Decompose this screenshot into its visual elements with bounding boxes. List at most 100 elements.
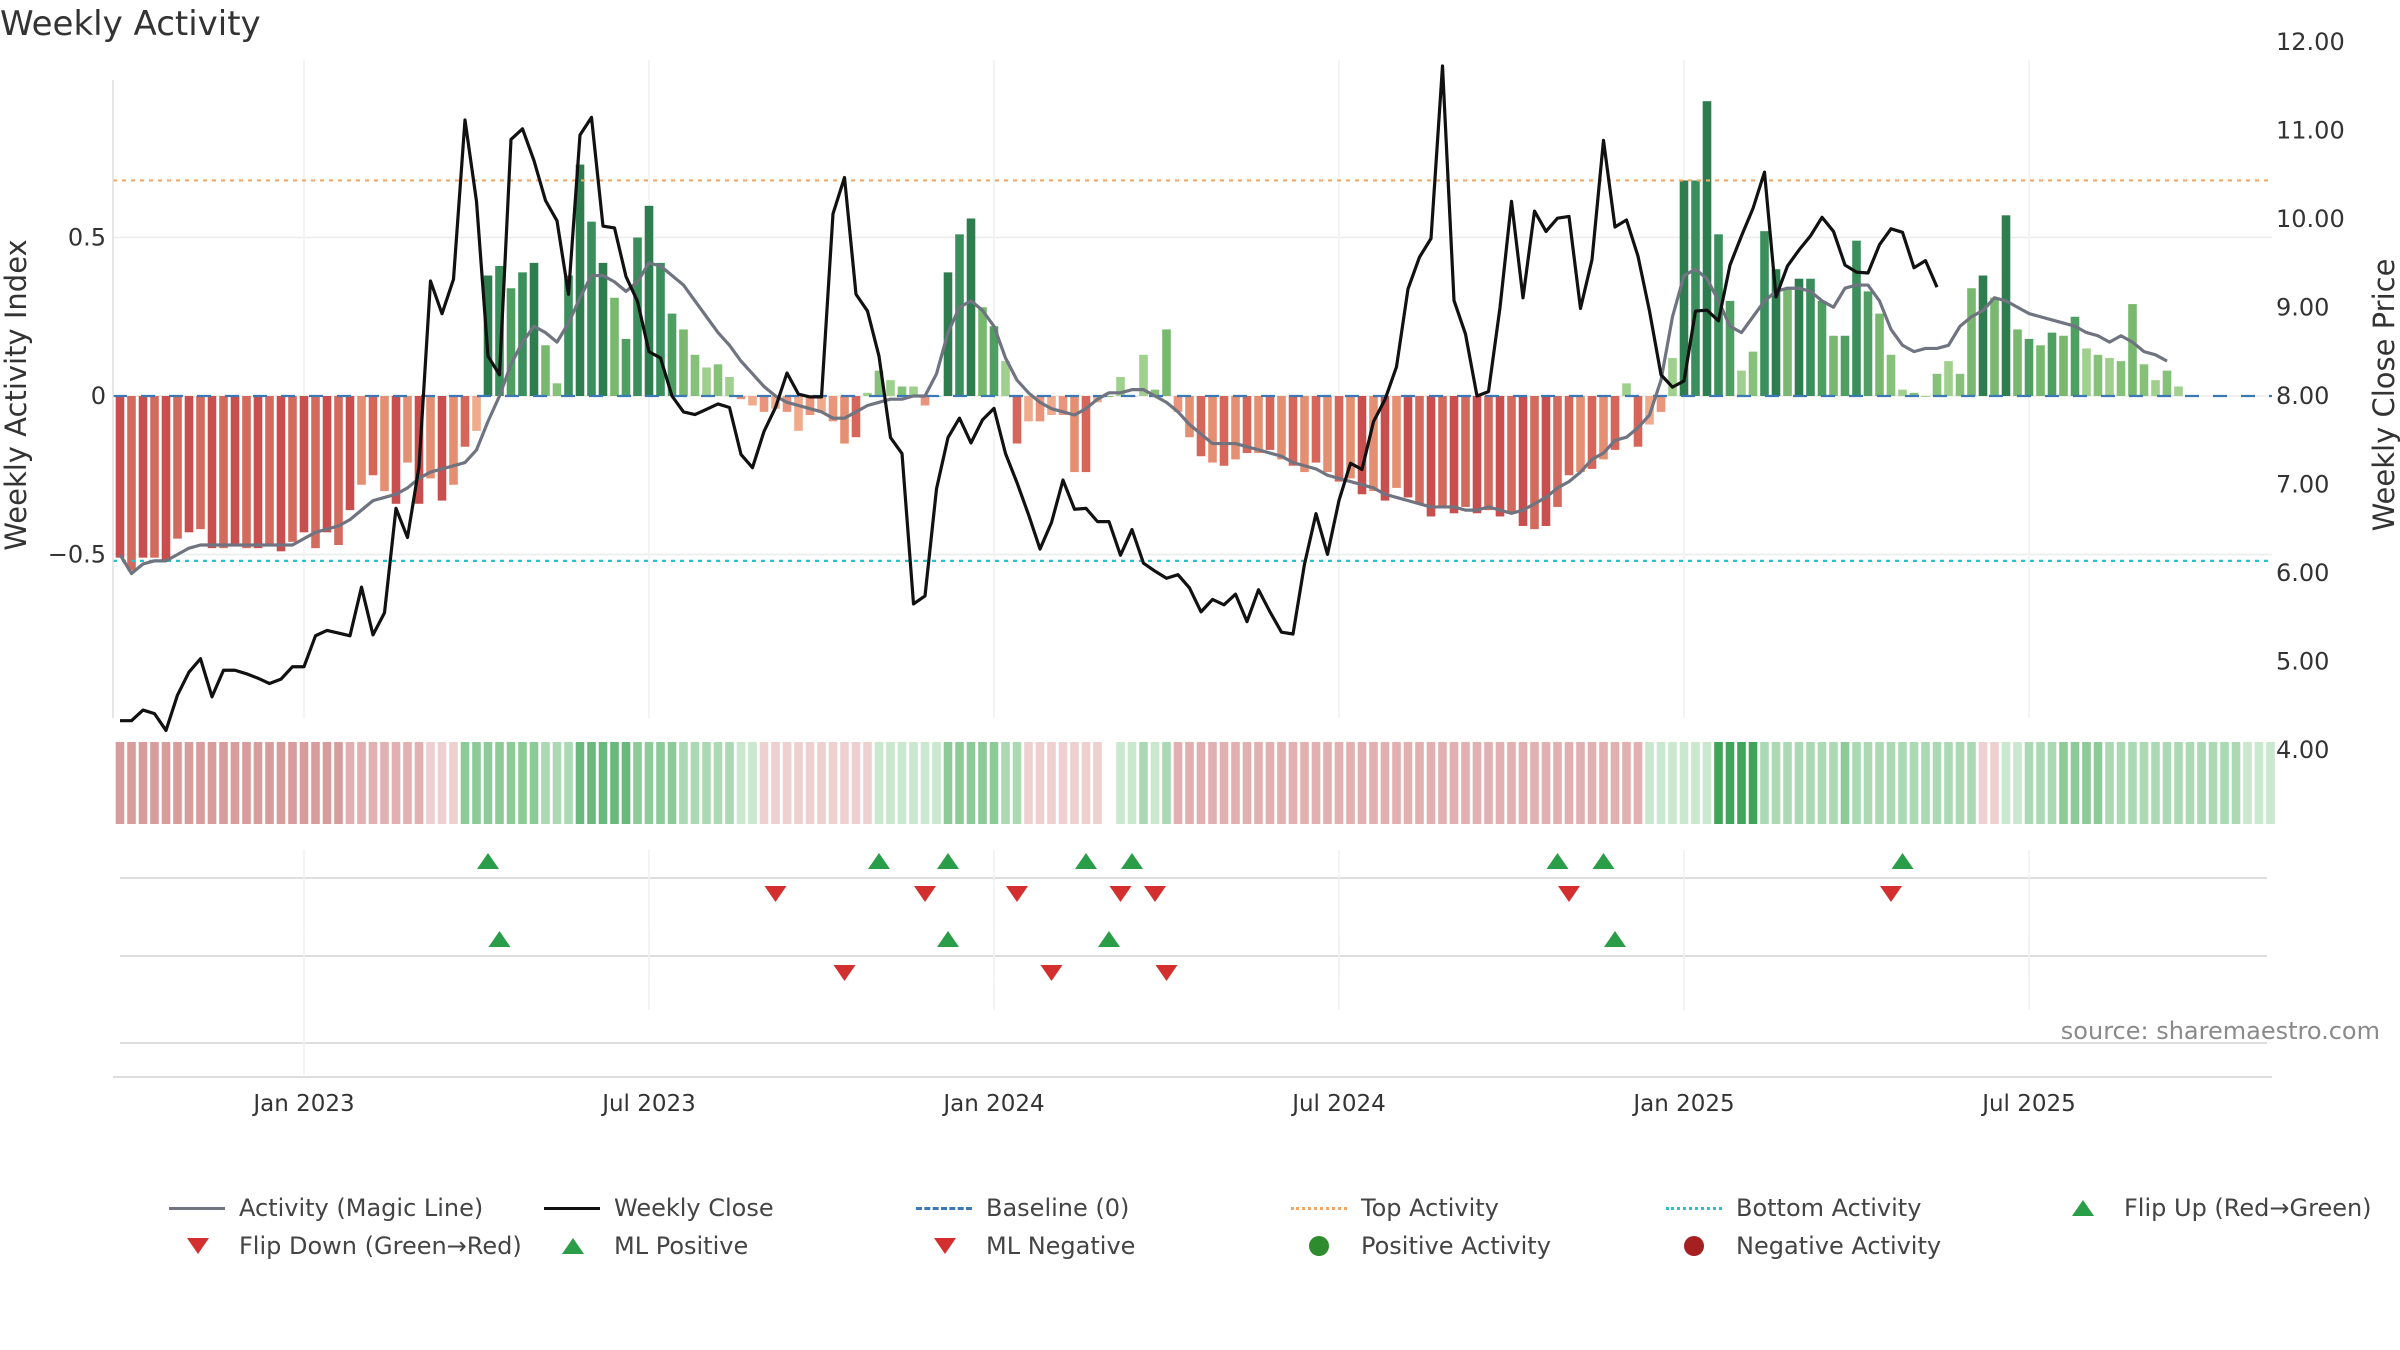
activity-strip-cell (2139, 742, 2149, 824)
activity-strip-cell (345, 742, 355, 824)
activity-strip-cell (1829, 742, 1838, 824)
activity-strip-cell (495, 742, 504, 824)
activity-strip-cell (1346, 742, 1355, 824)
activity-strip-cell (1668, 742, 1677, 824)
activity-strip-cell (1553, 742, 1562, 824)
flip-up-marker (1546, 853, 1569, 869)
activity-bar (1300, 396, 1309, 473)
activity-strip-cell (1990, 742, 1999, 824)
activity-bar (1449, 396, 1459, 514)
right-tick-label: 10.00 (2276, 205, 2345, 233)
activity-bar (2082, 348, 2091, 396)
activity-strip-cell (2036, 742, 2045, 824)
activity-bar (1760, 231, 1769, 396)
activity-bar (598, 262, 608, 396)
activity-bar (1633, 396, 1643, 447)
activity-strip-cell (2151, 742, 2160, 824)
activity-strip-cell (1139, 742, 1148, 824)
right-tick-label: 12.00 (2276, 28, 2345, 56)
activity-bar (1817, 300, 1827, 396)
x-tick-label: Jul 2025 (1980, 1091, 2076, 1117)
legend-item: Negative Activity (1662, 1228, 1941, 1264)
activity-strip-cell (1691, 742, 1700, 824)
activity-strip-cell (794, 742, 803, 824)
activity-strip-cell (1104, 742, 1114, 824)
activity-bar (1081, 396, 1091, 473)
magic-line-series (118, 261, 2168, 576)
activity-strip-cell (2001, 742, 2011, 824)
activity-strip-cell (1840, 742, 1850, 824)
series-lines (118, 64, 2168, 733)
activity-bar (978, 307, 987, 396)
activity-bar (1852, 240, 1861, 396)
activity-bar (2024, 338, 2034, 396)
activity-strip-cell (1185, 742, 1194, 824)
activity-bar (391, 396, 401, 504)
activity-strip-cell (552, 742, 562, 824)
activity-bar (1265, 396, 1275, 450)
right-tick-label: 9.00 (2276, 294, 2329, 322)
activity-bar (2105, 357, 2114, 396)
activity-strip-cell (1518, 742, 1528, 824)
flip-down-marker (914, 886, 936, 902)
reference-lines (113, 179, 2272, 562)
activity-strip-cell (1277, 742, 1286, 824)
activity-bar (2162, 370, 2172, 396)
activity-strip-cell (150, 742, 159, 824)
activity-strip-cell (2254, 742, 2264, 824)
activity-strip-cell (621, 742, 631, 824)
activity-bar (2059, 335, 2068, 396)
activity-bar (1426, 396, 1436, 517)
activity-bar (1139, 354, 1148, 396)
activity-strip-cell (2105, 742, 2114, 824)
activity-bar (1553, 396, 1562, 507)
activity-bar (552, 383, 562, 396)
legend-swatch (1287, 1196, 1351, 1220)
activity-bar (2139, 364, 2149, 396)
activity-strip-cell (851, 742, 861, 824)
legend-swatch (912, 1234, 976, 1258)
activity-strip-cell (1219, 742, 1229, 824)
activity-strip-cell (1058, 742, 1068, 824)
activity-strip-cell (1334, 742, 1344, 824)
activity-bar (1921, 396, 1930, 397)
activity-strip-cell (541, 742, 550, 824)
legend-swatch (540, 1196, 604, 1220)
activity-strip-cell (1047, 742, 1056, 824)
activity-strip-cell (253, 742, 263, 824)
activity-strip-cell (1576, 742, 1585, 824)
activity-strip-cell (1162, 742, 1171, 824)
flip-down-marker (1558, 886, 1580, 902)
activity-strip-cell (1771, 742, 1781, 824)
activity-strip-cell (1438, 742, 1447, 824)
activity-strip-cell (805, 742, 815, 824)
activity-bar (1277, 396, 1286, 460)
activity-strip-cell (518, 742, 527, 824)
activity-strip-cell (598, 742, 608, 824)
activity-strip-cell (920, 742, 930, 824)
legend-swatch (2050, 1196, 2114, 1220)
activity-strip-cell (2059, 742, 2068, 824)
activity-bar (679, 329, 688, 396)
activity-strip-cell (1794, 742, 1804, 824)
right-tick-label: 8.00 (2276, 382, 2329, 410)
activity-strip-cell (2093, 742, 2103, 824)
legend-item: Positive Activity (1287, 1228, 1551, 1264)
activity-strip-cell (759, 742, 769, 824)
activity-bar (1208, 396, 1217, 463)
activity-strip-cell (1656, 742, 1666, 824)
activity-strip-cell (1622, 742, 1631, 824)
activity-bar (138, 396, 148, 558)
flip-up-marker (1592, 853, 1615, 869)
legend-item: Flip Up (Red→Green) (2050, 1190, 2372, 1226)
activity-bar (1484, 396, 1493, 511)
activity-strip-cell (2024, 742, 2034, 824)
activity-strip-cell (230, 742, 240, 824)
activity-strip-cell (610, 742, 619, 824)
activity-strip-cell (2197, 742, 2206, 824)
activity-bar (564, 275, 573, 396)
activity-strip-cell (1150, 742, 1160, 824)
activity-strip-cell (2231, 742, 2241, 824)
flip-down-marker (764, 886, 787, 902)
